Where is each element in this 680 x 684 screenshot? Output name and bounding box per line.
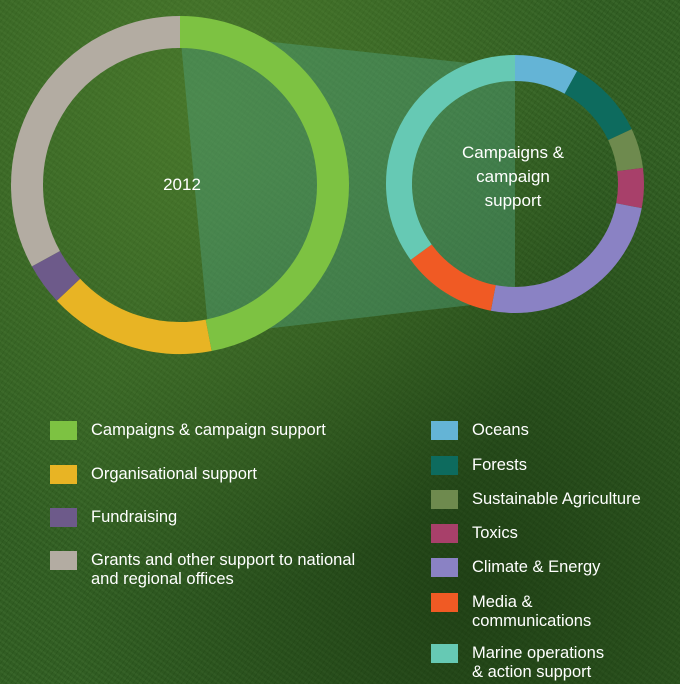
legend-label: Campaigns & campaign support — [91, 421, 326, 439]
main-slice-2 — [31, 250, 81, 301]
legend-label: Media & communications — [472, 593, 592, 630]
main-legend-item: Grants and other support to national and… — [50, 551, 381, 589]
main-legend-item: Fundraising — [50, 508, 381, 527]
detail-slice-4 — [490, 202, 642, 313]
detail-center-line: campaign — [476, 167, 550, 186]
legend-label: Climate & Energy — [472, 558, 601, 576]
legend-label: Oceans — [472, 421, 529, 439]
main-slice-3 — [11, 16, 181, 267]
legend-swatch — [431, 490, 458, 509]
main-slice-0 — [179, 16, 349, 352]
legend-swatch — [50, 421, 77, 440]
legend-label: Forests — [472, 456, 528, 474]
legend-label: Sustainable Agriculture — [472, 490, 641, 508]
legend-swatch — [50, 508, 77, 527]
legend-label: Toxics — [472, 524, 518, 542]
detail-slice-1 — [564, 70, 632, 141]
legend-swatch — [431, 421, 458, 440]
legend-swatch — [431, 524, 458, 543]
detail-donut — [386, 55, 644, 313]
detail-center-label: Campaigns & campaign support — [462, 143, 565, 210]
legend-label: Grants and other support to national and… — [91, 551, 356, 588]
main-center-label: 2012 — [163, 175, 201, 194]
detail-slice-3 — [616, 167, 644, 209]
detail-legend-item: Climate & Energy — [431, 558, 680, 577]
detail-center-line: Campaigns & — [462, 143, 565, 162]
legend-label: Marine operations & action support — [472, 644, 605, 681]
detail-slice-5 — [410, 244, 497, 311]
legend-swatch — [431, 558, 458, 577]
legend-swatch — [431, 644, 458, 663]
legend-label: Fundraising — [91, 508, 178, 526]
detail-center-line: support — [485, 191, 542, 210]
detail-legend-item: Media & communications — [431, 593, 680, 631]
main-legend-item: Campaigns & campaign support — [50, 421, 381, 440]
detail-legend-item: Oceans — [431, 421, 680, 440]
main-legend-item: Organisational support — [50, 465, 381, 484]
detail-legend-item: Sustainable Agriculture — [431, 490, 680, 509]
detail-legend-item: Marine operations & action support — [431, 644, 680, 682]
detail-legend-item: Forests — [431, 456, 680, 475]
legend-swatch — [431, 593, 458, 612]
detail-legend-item: Toxics — [431, 524, 680, 543]
legend-swatch — [50, 465, 77, 484]
legend-swatch — [50, 551, 77, 570]
detail-slice-6 — [386, 55, 516, 260]
detail-slice-2 — [608, 129, 643, 172]
legend-label: Organisational support — [91, 465, 258, 483]
legend-swatch — [431, 456, 458, 475]
main-slice-1 — [56, 278, 212, 354]
main-donut — [11, 16, 349, 354]
detail-slice-0 — [514, 55, 578, 94]
